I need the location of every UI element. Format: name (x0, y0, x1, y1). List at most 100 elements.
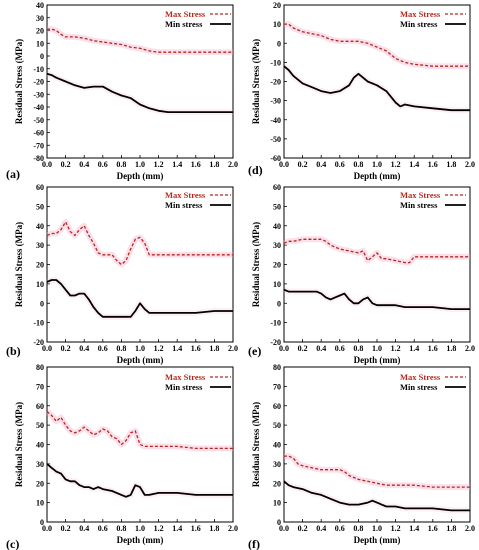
x-axis-label: Depth (mm) (354, 171, 401, 181)
x-tick-label: 1.6 (428, 524, 438, 533)
x-tick-label: 0.2 (298, 160, 308, 169)
legend-max-label: Max Stress (165, 190, 206, 200)
min-stress-line (283, 480, 470, 512)
x-tick-label: 1.0 (135, 524, 145, 533)
x-tick-label: 0.8 (116, 344, 126, 353)
x-tick-label: 0.2 (298, 524, 308, 533)
chart-panel: 0.0 0.2 0.4 0.6 0.8 1.0 1.2 1.4 1.6 1.8 2.0 -20 -10 0… (248, 183, 475, 365)
panel-label: (b) (6, 344, 21, 358)
x-tick-label: 2.0 (465, 160, 475, 169)
x-axis-label: Depth (mm) (117, 535, 164, 545)
y-tick-label: -80 (33, 154, 44, 163)
x-tick-label: 0.4 (79, 160, 89, 169)
series-band (284, 21, 470, 70)
y-tick-label: 50 (36, 421, 44, 430)
y-tick-label: 50 (273, 421, 281, 430)
y-tick-label: 20 (273, 479, 281, 488)
y-tick-label: 10 (36, 499, 44, 508)
legend-max-label: Max Stress (400, 190, 441, 200)
x-tick-label: 0.6 (98, 344, 108, 353)
y-tick-label: -70 (33, 141, 44, 150)
y-tick-label: -50 (270, 135, 281, 144)
x-tick-label: 0.4 (79, 344, 89, 353)
x-tick-label: 1.4 (409, 344, 419, 353)
y-tick-label: -50 (33, 116, 44, 125)
x-tick-label: 0.6 (335, 344, 345, 353)
x-tick-label: 1.8 (209, 344, 219, 353)
legend-min-label: Min stress (400, 382, 438, 392)
panel-label: (e) (248, 344, 261, 358)
x-tick-label: 0.2 (298, 344, 308, 353)
x-tick-label: 0.0 (42, 524, 52, 533)
legend-min-label: Min stress (400, 19, 438, 29)
x-tick-label: 1.2 (154, 160, 164, 169)
y-tick-label: 0 (40, 299, 44, 308)
max-stress-line (46, 411, 233, 450)
x-tick-label: 1.0 (135, 344, 145, 353)
y-tick-label: 0 (277, 39, 281, 48)
y-tick-label: 30 (36, 460, 44, 469)
plot-frame (46, 4, 234, 159)
plot-frame (283, 366, 471, 523)
x-tick-label: 1.0 (372, 524, 382, 533)
x-tick-label: 0.6 (335, 524, 345, 533)
y-tick-label: 0 (277, 299, 281, 308)
y-tick-label: 10 (36, 39, 44, 48)
x-tick-label: 1.4 (172, 344, 182, 353)
y-tick-label: 30 (36, 241, 44, 250)
y-tick-label: -10 (270, 58, 281, 67)
x-tick-label: 1.2 (154, 344, 164, 353)
y-tick-label: 30 (273, 241, 281, 250)
series-band (282, 286, 470, 313)
x-tick-label: 1.8 (209, 524, 219, 533)
x-tick-label: 0.8 (116, 524, 126, 533)
y-tick-label: 50 (273, 202, 281, 211)
max-stress-line (47, 28, 233, 53)
legend-min-label: Min stress (165, 200, 203, 210)
y-tick-label: 10 (273, 499, 281, 508)
y-tick-label: -40 (270, 116, 281, 125)
y-tick-label: -30 (33, 90, 44, 99)
x-tick-label: 0.2 (61, 344, 71, 353)
y-tick-label: 60 (36, 183, 44, 192)
y-tick-label: 10 (273, 280, 281, 289)
series-band (282, 63, 470, 114)
y-tick-label: -20 (270, 338, 281, 347)
x-tick-label: 0.4 (316, 344, 326, 353)
y-tick-label: 50 (36, 202, 44, 211)
x-tick-label: 0.8 (116, 160, 126, 169)
x-tick-label: 1.0 (372, 344, 382, 353)
legend-min-label: Min stress (165, 19, 203, 29)
max-stress-line (284, 23, 470, 67)
max-stress-line (283, 238, 470, 264)
y-tick-label: 20 (273, 261, 281, 270)
x-tick-label: 1.6 (428, 160, 438, 169)
panel-label: (f) (248, 537, 260, 550)
x-tick-label: 0.2 (61, 160, 71, 169)
max-stress-line (284, 455, 470, 488)
x-tick-label: 0.2 (61, 524, 71, 533)
chart-panel: 0.0 0.2 0.4 0.6 0.8 1.0 1.2 1.4 1.6 1.8 2.0 0 10 20 30… (6, 363, 238, 550)
y-tick-label: 20 (273, 1, 281, 10)
x-tick-label: 0.4 (316, 160, 326, 169)
min-stress-line (46, 72, 233, 113)
x-tick-label: 1.8 (209, 160, 219, 169)
chart-panel: 0.0 0.2 0.4 0.6 0.8 1.0 1.2 1.4 1.6 1.8 2.0 -80 -70 -… (6, 1, 238, 181)
x-tick-label: 0.0 (279, 344, 289, 353)
legend-max-label: Max Stress (165, 372, 206, 382)
y-axis-label: Residual Stress (MPa) (14, 39, 24, 124)
series-band (45, 218, 233, 268)
y-tick-label: 60 (36, 402, 44, 411)
x-tick-label: 1.4 (172, 160, 182, 169)
x-tick-label: 0.6 (98, 524, 108, 533)
x-tick-label: 1.4 (172, 524, 182, 533)
x-tick-label: 0.4 (79, 524, 89, 533)
x-tick-label: 0.6 (335, 160, 345, 169)
y-tick-label: 30 (36, 14, 44, 23)
y-tick-label: 20 (36, 479, 44, 488)
x-tick-label: 2.0 (228, 344, 238, 353)
x-tick-label: 1.8 (446, 524, 456, 533)
y-tick-label: -40 (33, 103, 44, 112)
chart-panel: 0.0 0.2 0.4 0.6 0.8 1.0 1.2 1.4 1.6 1.8 2.0 -20 -10 0… (6, 183, 238, 365)
series-band (284, 453, 470, 491)
